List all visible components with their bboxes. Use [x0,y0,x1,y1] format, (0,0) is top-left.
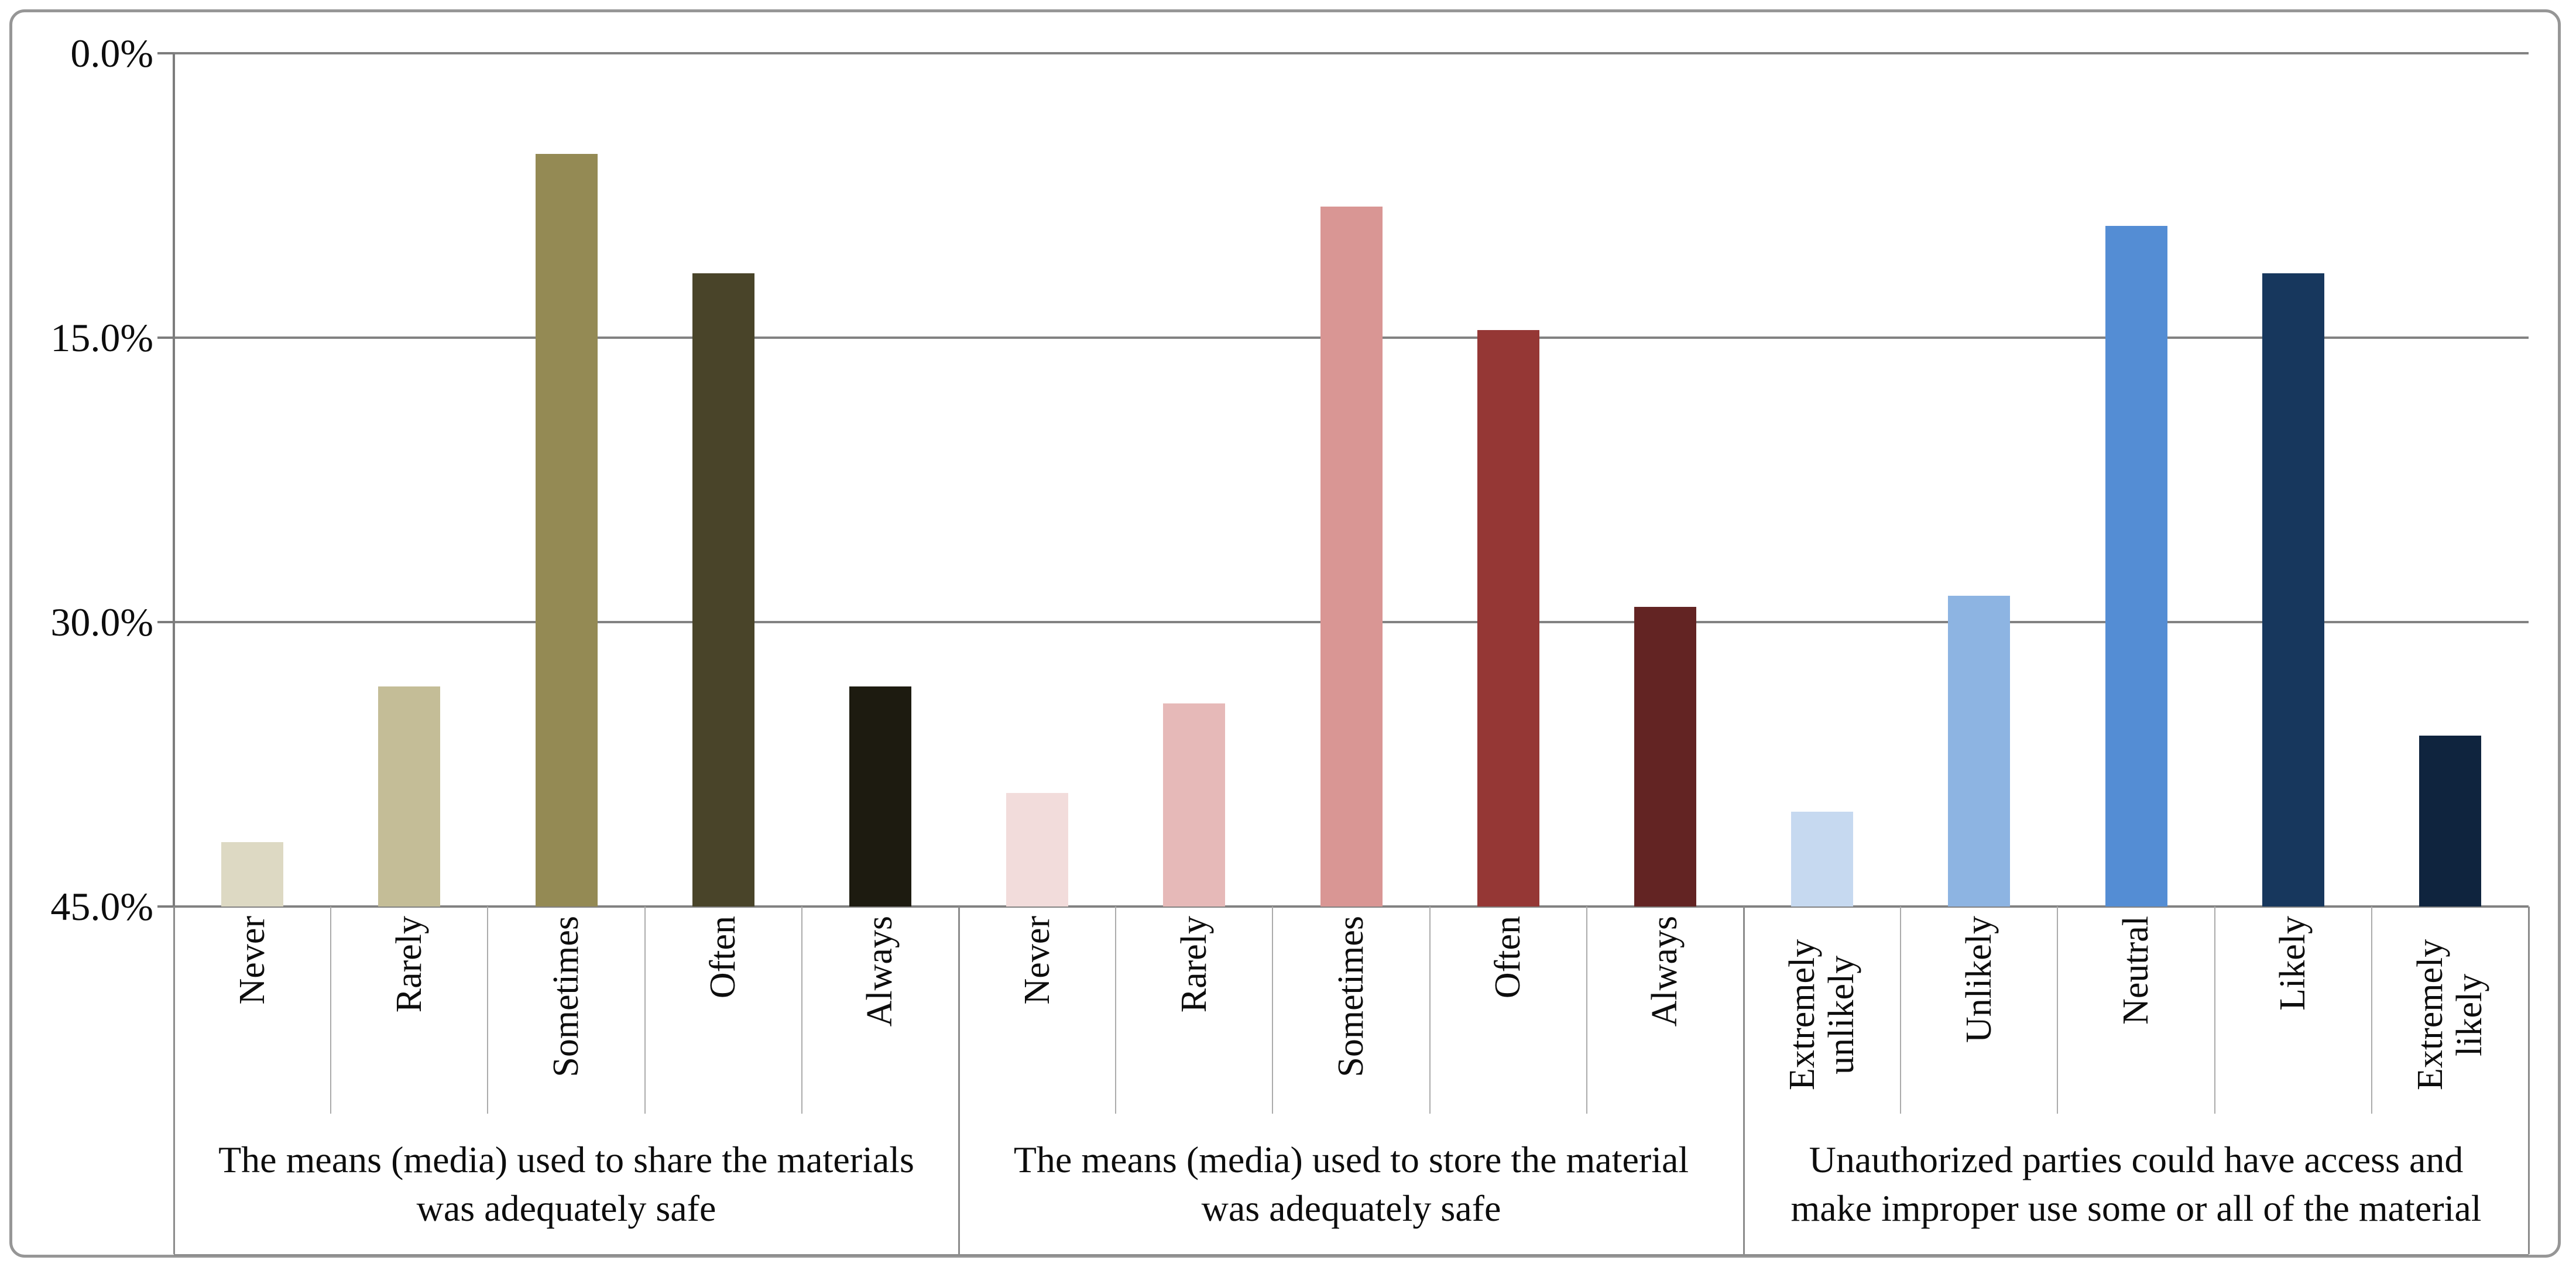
category-label: Sometimes [546,916,586,1077]
group-divider-line [958,907,960,1254]
group-title-line: Unauthorized parties could have access a… [1809,1138,2464,1180]
category-label: Extremely unlikely [1782,939,1862,1091]
bar [2262,273,2324,907]
group-divider-line [173,907,175,1254]
bar [1634,607,1696,907]
category-label: Likely [2273,916,2313,1011]
category-divider-line [801,907,802,1114]
group-title-line: was adequately safe [416,1187,716,1229]
category-label-cell: Always [802,907,959,1114]
y-tick-label: 15.0% [50,315,153,360]
category-label-cell: Unlikely [1901,907,2057,1114]
category-divider-line [1900,907,1902,1114]
category-label: Often [1488,916,1528,999]
group-title-line: make improper use some or all of the mat… [1790,1187,2482,1229]
category-divider-line [330,907,332,1114]
category-label-cell: Never [959,907,1116,1114]
y-axis-tick [157,621,174,623]
y-tick-label: 45.0% [50,884,153,929]
category-label-cell: Sometimes [1272,907,1429,1114]
category-label-cell: Likely [2215,907,2372,1114]
bar [1948,595,2011,907]
bar [692,273,754,907]
y-axis-line [173,53,175,907]
group-title-line: was adequately safe [1201,1187,1501,1229]
group-title-line: The means (media) used to store the mate… [1013,1138,1689,1180]
category-label-cell: Sometimes [488,907,644,1114]
bar [1006,792,1069,907]
group-title-line: The means (media) used to share the mate… [218,1138,914,1180]
category-label: Unlikely [1958,916,1999,1043]
category-label-cell: Neutral [2057,907,2214,1114]
category-label-cell: Often [645,907,802,1114]
bar [378,686,441,907]
category-divider-line [487,907,489,1114]
group-title: Unauthorized parties could have access a… [1744,1114,2529,1254]
category-divider-line [2371,907,2372,1114]
group-divider-line [2528,907,2530,1254]
category-label-cell: Always [1587,907,1744,1114]
category-label: Rarely [389,916,429,1013]
bar [1320,207,1383,907]
category-label-cell: Often [1430,907,1587,1114]
chart-border [9,9,2561,1258]
category-label-cell: Extremely likely [2372,907,2529,1114]
bar [221,842,284,907]
bar [1163,703,1226,907]
bar [1791,812,1854,907]
bar [535,153,598,907]
category-divider-line [1272,907,1274,1114]
category-label-cell: Rarely [1116,907,1272,1114]
axis-bottom-line [174,1254,2529,1256]
y-tick-label: 30.0% [50,600,153,644]
category-divider-line [1586,907,1587,1114]
y-tick-label: 0.0% [70,31,153,75]
bar [2419,736,2481,907]
category-label: Often [703,916,743,999]
bar [1477,330,1539,907]
category-divider-line [2214,907,2215,1114]
category-label-cell: Extremely unlikely [1744,907,1901,1114]
category-label: Sometimes [1331,916,1371,1077]
y-axis-tick [157,905,174,908]
category-label: Neutral [2116,916,2156,1025]
group-title: The means (media) used to share the mate… [174,1114,959,1254]
x-axis-line [174,905,2529,908]
bar [849,686,911,907]
gridline [174,52,2529,54]
category-label: Extremely likely [2410,939,2489,1091]
category-divider-line [2057,907,2059,1114]
category-divider-line [644,907,646,1114]
category-label-cell: Rarely [331,907,488,1114]
group-divider-line [1743,907,1745,1254]
category-label: Always [1645,916,1685,1027]
category-label: Always [860,916,900,1027]
y-axis-tick [157,52,174,54]
category-divider-line [1115,907,1117,1114]
category-divider-line [1429,907,1431,1114]
group-title: The means (media) used to store the mate… [959,1114,1744,1254]
bar [2105,225,2167,907]
category-label: Rarely [1174,916,1214,1013]
y-axis-tick [157,337,174,339]
category-label: Never [232,916,272,1005]
category-label: Never [1017,916,1057,1005]
category-label-cell: Never [174,907,331,1114]
